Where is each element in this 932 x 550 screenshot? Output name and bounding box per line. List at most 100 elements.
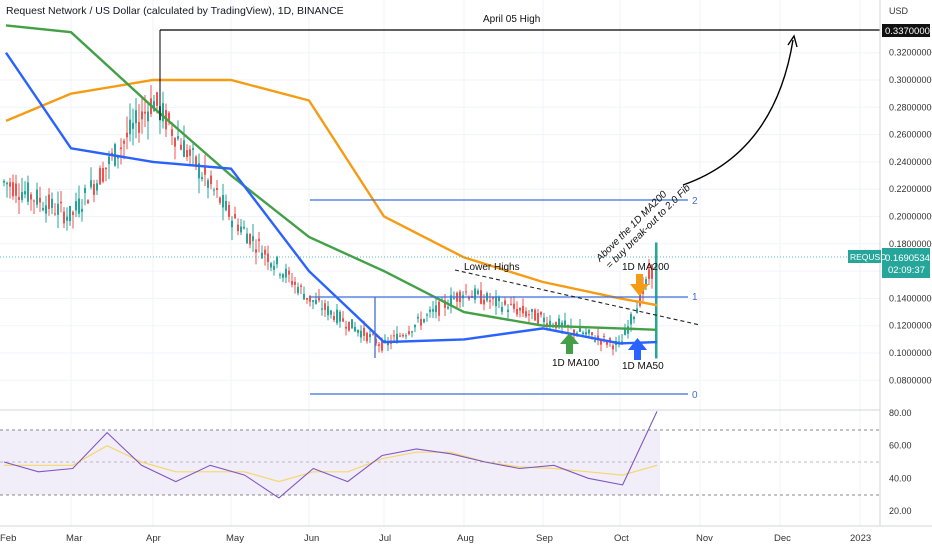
candle-body — [558, 318, 560, 328]
candle-body — [240, 226, 242, 233]
rsi-tick-label: 20.00 — [889, 506, 912, 516]
candle-body — [192, 148, 194, 150]
april-high-label: April 05 High — [483, 14, 540, 25]
candle-body — [378, 344, 380, 346]
ma200-line — [5, 78, 658, 307]
resistance-price-tag-text: 0.33700000 — [885, 26, 932, 37]
candle-body — [327, 306, 329, 316]
candle-body — [498, 297, 500, 302]
candle-body — [99, 168, 101, 185]
candle-body — [207, 180, 209, 188]
candle-body — [501, 307, 503, 312]
candle-body — [612, 345, 614, 350]
chart-title: Request Network / US Dollar (calculated … — [6, 5, 344, 17]
candle-body — [363, 327, 365, 336]
candle-body — [465, 291, 467, 293]
candle-body — [156, 92, 158, 106]
candle-body — [42, 208, 44, 211]
candle-body — [15, 183, 17, 196]
candle-body — [63, 211, 65, 224]
time-axis-labels: Feb Mar Apr May Jun Jul Aug Sep Oct Nov Dec 2023 — [0, 533, 871, 544]
candle-body — [126, 132, 128, 138]
fib-label-2: 2 — [692, 196, 698, 207]
candle-body — [630, 313, 632, 325]
candle-body — [600, 340, 602, 345]
candle-body — [393, 335, 395, 337]
candle-body — [582, 332, 584, 335]
candle-body — [222, 194, 224, 208]
candle-body — [51, 198, 53, 208]
candle-body — [168, 112, 170, 123]
candle-body — [624, 329, 626, 335]
candle-body — [177, 136, 179, 139]
candle-body — [477, 290, 479, 294]
candle-body — [603, 336, 605, 338]
candle-body — [12, 182, 14, 197]
candle-body — [267, 253, 269, 263]
candle-body — [645, 279, 647, 285]
candle-body — [276, 256, 278, 265]
candle-body — [249, 234, 251, 245]
candle-body — [195, 156, 197, 167]
candle-body — [72, 211, 74, 215]
candle-body — [633, 317, 635, 320]
symbol-tag — [848, 250, 881, 263]
candle-body — [513, 303, 515, 309]
time-axis-label: Nov — [696, 533, 713, 544]
candle-body — [429, 309, 431, 312]
candle-body — [45, 205, 47, 214]
candle-body — [3, 180, 5, 183]
candle-body — [351, 319, 353, 329]
price-tick-label: 0.12000000 — [889, 321, 932, 331]
candle-body — [90, 180, 92, 188]
candle-body — [639, 293, 641, 306]
candle-body — [468, 296, 470, 300]
candle-body — [48, 194, 50, 209]
candle-body — [345, 326, 347, 329]
candle-body — [87, 200, 89, 204]
candle-body — [69, 205, 71, 222]
candle-body — [516, 308, 518, 315]
candle-body — [453, 297, 455, 299]
candle-body — [9, 182, 11, 187]
candle-body — [648, 269, 650, 279]
candle-body — [537, 313, 539, 324]
candle-body — [81, 208, 83, 212]
candle-body — [189, 149, 191, 156]
candle-body — [144, 111, 146, 114]
candle-body — [489, 300, 491, 302]
candle-body — [279, 274, 281, 276]
price-tick-label: 0.28000000 — [889, 102, 932, 112]
candle-body — [234, 213, 236, 219]
candle-body — [147, 111, 149, 122]
candle-body — [27, 182, 29, 202]
candle-body — [6, 182, 8, 185]
time-axis-label: Apr — [146, 533, 161, 544]
price-tick-label: 0.32000000 — [889, 48, 932, 58]
price-tick-label: 0.20000000 — [889, 212, 932, 222]
price-tick-label: 0.08000000 — [889, 375, 932, 385]
candle-body — [651, 264, 653, 279]
candle-body — [609, 338, 611, 342]
candle-body — [438, 301, 440, 316]
candle-body — [216, 188, 218, 190]
candle-body — [591, 332, 593, 336]
candle-body — [273, 266, 275, 270]
candle-body — [549, 320, 551, 325]
candle-body — [306, 297, 308, 300]
candle-body — [573, 329, 575, 334]
candle-body — [93, 184, 95, 195]
candle-body — [120, 147, 122, 150]
candle-body — [231, 220, 233, 228]
candle-body — [417, 316, 419, 319]
last-price-countdown: 02:09:37 — [888, 265, 925, 276]
candle-body — [138, 122, 140, 133]
ma200-arrow — [630, 274, 649, 296]
candle-body — [405, 335, 407, 337]
candle-body — [210, 175, 212, 185]
candle-body — [618, 341, 620, 343]
candle-body — [360, 330, 362, 338]
candle-body — [330, 310, 332, 315]
rsi-tick-label: 60.00 — [889, 441, 912, 451]
candle-body — [585, 332, 587, 335]
